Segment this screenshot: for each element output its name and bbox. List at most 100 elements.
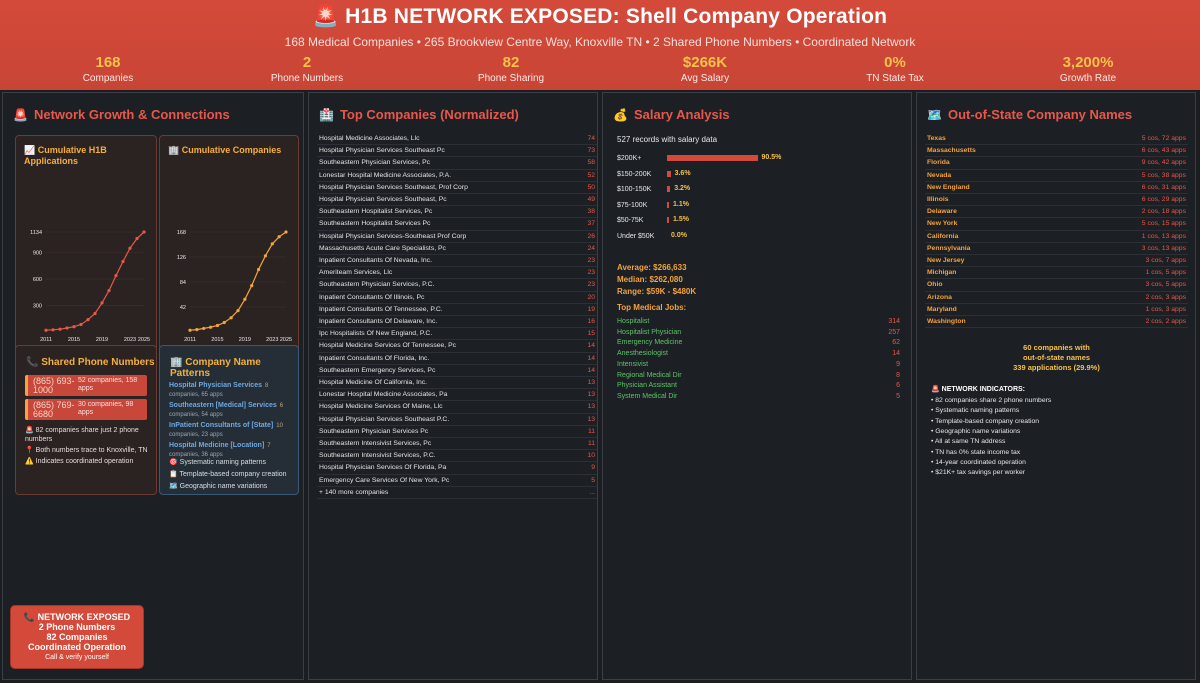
table-row[interactable]: Hospital Physician Services Southeast, P…	[317, 182, 597, 194]
indicator-item: • TN has 0% state income tax	[931, 448, 1021, 456]
network-exposed-alert[interactable]: 📞 NETWORK EXPOSED 2 Phone Numbers 82 Com…	[10, 605, 144, 669]
table-row[interactable]: Lonestar Hospital Medicine Associates, P…	[317, 170, 597, 182]
table-row[interactable]: Inpatient Consultants Of Delaware, Inc. 1…	[317, 316, 597, 329]
page-subtitle: 168 Medical Companies • 265 Brookview Ce…	[284, 35, 916, 49]
phone-pill-2[interactable]: (865) 769-6680 30 companies, 98 apps	[25, 399, 147, 420]
table-row[interactable]: Texas 5 cos, 72 apps	[925, 133, 1188, 146]
x-tick-label: 2025	[138, 337, 150, 343]
companies-chart: 42 84 126 168 2011 2015 2019 2023 2025	[177, 230, 292, 343]
table-row[interactable]: New Jersey 3 cos, 7 apps	[925, 255, 1188, 268]
company-count: 50	[587, 183, 595, 191]
companies-title-text: Top Companies (Normalized)	[339, 107, 519, 122]
pattern-sub: companies, 36 apps	[169, 452, 223, 458]
salary-median: Median: $262,080	[617, 275, 683, 284]
table-row[interactable]: Pennsylvania 3 cos, 13 apps	[925, 243, 1188, 255]
table-row[interactable]: Southeastern Emergency Services, Pc 14	[317, 365, 597, 377]
phone-pill-1[interactable]: (865) 693-1000 52 companies, 158 apps	[25, 375, 147, 396]
companies-chart-title: 🏢 Cumulative Companies	[168, 145, 282, 155]
table-row[interactable]: Massachusetts Acute Care Specialists, Pc…	[317, 243, 597, 255]
table-row[interactable]: Southeastern Physician Services, P.C. 23	[317, 279, 597, 292]
table-row[interactable]: Hospital Physician Services Of Florida, …	[317, 462, 597, 475]
table-row[interactable]: New York 5 cos, 15 apps	[925, 218, 1188, 231]
phone-desc: 52 companies, 158 apps	[78, 377, 138, 392]
table-row[interactable]: Arizona 2 cos, 3 apps	[925, 292, 1188, 304]
table-row[interactable]: Massachusetts 6 cos, 43 apps	[925, 145, 1188, 158]
company-count: 23	[587, 281, 595, 289]
table-row[interactable]: Ipc Hospitalists Of New England, P.C. 15	[317, 328, 597, 341]
y-tick-label: 42	[180, 305, 186, 311]
table-row[interactable]: Florida 9 cos, 42 apps	[925, 157, 1188, 170]
table-row[interactable]: Southeastern Physician Services, Pc 58	[317, 157, 597, 170]
company-name: Inpatient Consultants Of Nevada, Inc.	[319, 257, 432, 264]
stat-label: Growth Rate	[1059, 73, 1117, 84]
stat-phone-numbers: 2 Phone Numbers	[242, 54, 372, 84]
page-title: 🚨 H1B NETWORK EXPOSED: Shell Company Ope…	[312, 5, 888, 28]
table-row[interactable]: Hospital Physician Services-Southeast Pr…	[317, 231, 597, 243]
table-row[interactable]: Maryland 1 cos, 3 apps	[925, 304, 1188, 316]
salary-panel: 💰 Salary Analysis 527 records with salary…	[602, 92, 912, 680]
table-row[interactable]: New England 6 cos, 31 apps	[925, 182, 1188, 194]
table-row[interactable]: Hospital Medicine Services Of Maine, Llc…	[317, 401, 597, 414]
data-point	[114, 273, 118, 278]
table-row[interactable]: Inpatient Consultants Of Tennessee, P.C.…	[317, 304, 597, 316]
state-name: Delaware	[927, 208, 957, 216]
table-row[interactable]: Southeastern Intensivist Services, Pc 11	[317, 438, 597, 451]
table-row[interactable]: Inpatient Consultants Of Florida, Inc. 14	[317, 353, 597, 365]
job-name: Anesthesiologist	[617, 350, 668, 358]
table-row[interactable]: Hospital Physician Services Southeast P.…	[317, 414, 597, 426]
table-row[interactable]: Illinois 6 cos, 29 apps	[925, 194, 1188, 207]
table-row[interactable]: Nevada 5 cos, 38 apps	[925, 170, 1188, 182]
alert-line: Call & verify yourself	[45, 654, 109, 661]
table-row[interactable]: Inpatient Consultants Of Illinois, Pc 20	[317, 292, 597, 304]
table-row[interactable]: Hospital Medicine Associates, Llc 74	[317, 133, 597, 146]
table-row[interactable]: Southeastern Hospitalist Services, Pc 38	[317, 206, 597, 219]
list-item: Intensivist 9	[617, 360, 900, 371]
table-row[interactable]: Michigan 1 cos, 5 apps	[925, 267, 1188, 280]
state-name: Pennsylvania	[927, 244, 971, 252]
company-name: Hospital Medicine Associates, Llc	[319, 135, 420, 142]
pattern-count: 6	[279, 403, 284, 409]
table-row[interactable]: Southeastern Physician Services Pc 11	[317, 426, 597, 438]
alert-line: Coordinated Operation	[27, 642, 126, 652]
job-count: 8	[896, 371, 900, 379]
table-row[interactable]: Hospital Medicine Services Of Tennessee,…	[317, 340, 597, 353]
table-row[interactable]: Delaware 2 cos, 18 apps	[925, 206, 1188, 219]
table-row[interactable]: + 140 more companies...	[317, 487, 597, 499]
state-name: Massachusetts	[927, 147, 976, 155]
x-tick-label: 2023	[124, 337, 136, 343]
company-name: Southeastern Intensivist Services, Pc	[319, 440, 432, 447]
x-tick-label: 2019	[239, 337, 251, 343]
table-row[interactable]: Ohio 3 cos, 5 apps	[925, 279, 1188, 292]
states-summary-line: 339 applications (29.9%)	[1013, 363, 1100, 372]
company-count: 14	[587, 354, 595, 362]
table-row[interactable]: Inpatient Consultants Of Nevada, Inc. 23	[317, 255, 597, 268]
table-row[interactable]: Ameriteam Services, Llc 23	[317, 267, 597, 280]
states-summary: 60 companies with out-of-state names 339…	[925, 343, 1188, 373]
series-line	[189, 231, 287, 331]
table-row[interactable]: Hospital Physician Services Southeast, P…	[317, 194, 597, 207]
table-row[interactable]: Hospital Physician Services Southeast Pc…	[317, 145, 597, 158]
company-name: Inpatient Consultants Of Delaware, Inc.	[319, 318, 438, 325]
x-tick-label: 2025	[280, 337, 292, 343]
company-name: Southeastern Hospitalist Services Pc	[319, 220, 431, 228]
table-row[interactable]: Hospital Medicine Of California, Inc. 13	[317, 377, 597, 390]
state-value: 1 cos, 13 apps	[1141, 232, 1186, 240]
company-name: Southeastern Emergency Services, Pc	[319, 366, 436, 374]
salary-band-label: $200K+	[617, 155, 642, 162]
data-point	[202, 326, 206, 331]
indicator-item: • 82 companies share 2 phone numbers	[931, 397, 1052, 404]
stat-label: Phone Sharing	[477, 73, 545, 84]
company-count: 58	[587, 159, 595, 167]
state-value: 5 cos, 72 apps	[1141, 135, 1186, 142]
hospital-icon: 🏥	[319, 108, 334, 122]
state-value: 6 cos, 31 apps	[1141, 183, 1186, 191]
table-row[interactable]: Lonestar Hospital Medicine Associates, P…	[317, 389, 597, 402]
table-row[interactable]: Emergency Care Services Of New York, Pc 5	[317, 475, 597, 487]
data-point	[79, 322, 83, 327]
data-point	[277, 235, 281, 239]
table-row[interactable]: Southeastern Hospitalist Services Pc 37	[317, 218, 597, 231]
table-row[interactable]: California 1 cos, 13 apps	[925, 231, 1188, 243]
table-row[interactable]: Washington 2 cos, 2 apps	[925, 316, 1188, 329]
table-row[interactable]: Southeastern Intensivist Services, P.C. 1…	[317, 450, 597, 463]
pattern-name: Southeastern [Medical] Services	[169, 402, 277, 409]
